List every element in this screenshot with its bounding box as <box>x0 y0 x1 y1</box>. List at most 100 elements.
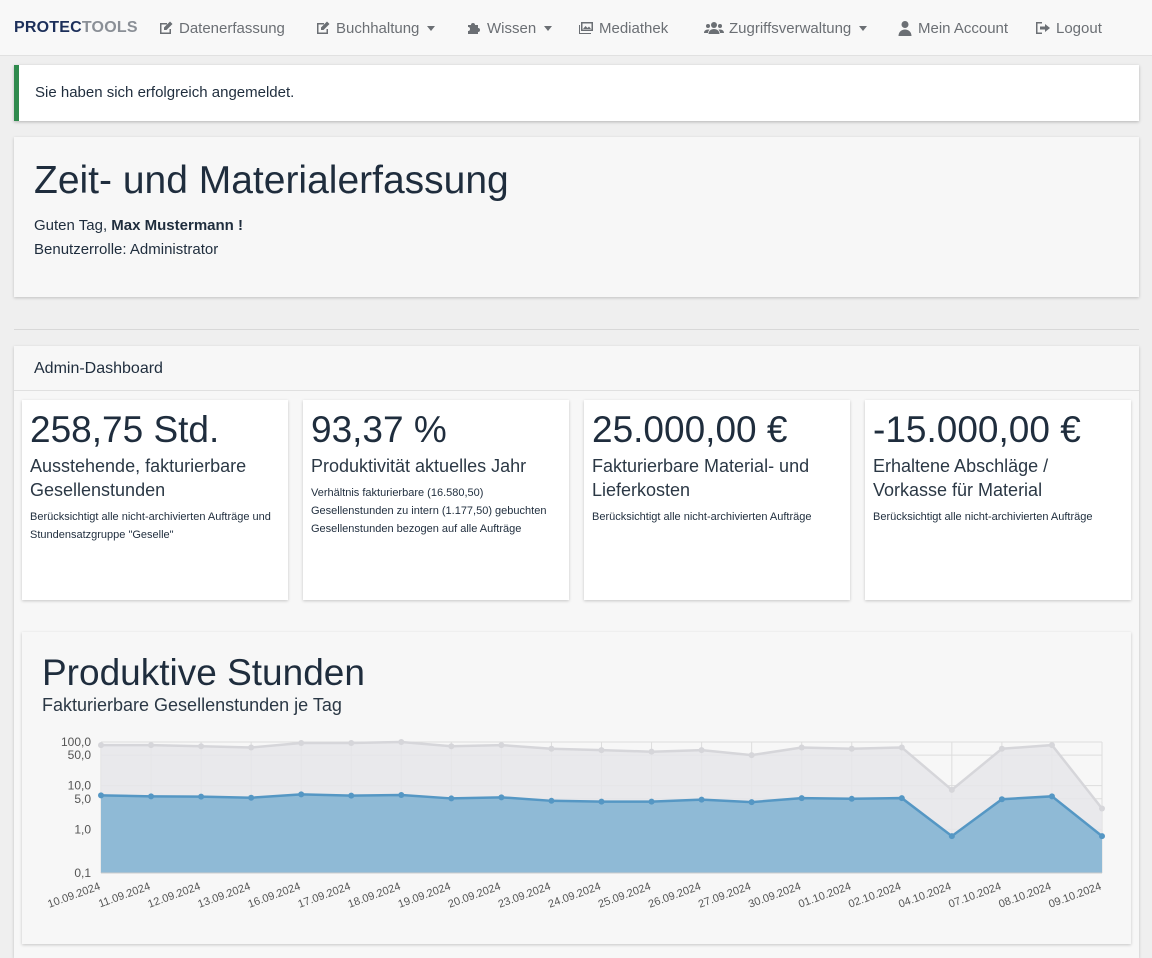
sign-out-icon <box>1036 22 1050 34</box>
x-tick-label: 08.10.2024 <box>997 881 1053 911</box>
series-background-point <box>648 748 655 755</box>
edit-icon <box>317 21 330 34</box>
series-productive-point <box>198 793 205 800</box>
series-background-point <box>598 747 605 754</box>
series-background-point <box>848 745 855 752</box>
nav-label: Buchhaltung <box>336 19 420 37</box>
series-productive-point <box>98 792 104 799</box>
x-tick-label: 23.09.2024 <box>497 881 553 911</box>
series-productive-point <box>698 796 705 803</box>
stat-label: Fakturierbare Material- und Lieferkosten <box>592 456 810 500</box>
series-background-point <box>398 739 405 745</box>
nav-datenerfassung[interactable]: Datenerfassung <box>158 18 285 38</box>
nav-logout[interactable]: Logout <box>1035 18 1102 38</box>
series-productive-point <box>298 791 305 798</box>
series-productive-point <box>248 794 255 801</box>
brand-logo[interactable]: PROTECTOOLS <box>14 19 138 37</box>
nav-wissen[interactable]: Wissen <box>466 18 553 38</box>
series-productive-point <box>348 792 355 799</box>
stat-value: -15.000,00 € <box>873 409 1081 450</box>
dashboard-header: Admin-Dashboard <box>14 346 1139 391</box>
y-tick-label: 10,0 <box>68 779 92 793</box>
x-tick-label: 13.09.2024 <box>196 881 252 911</box>
series-productive-point <box>498 794 505 801</box>
nav-label: Logout <box>1056 19 1102 37</box>
series-productive-point <box>748 799 755 806</box>
welcome-card: Zeit- und Materialerfassung Guten Tag, M… <box>14 137 1139 297</box>
series-background-point <box>698 747 705 754</box>
stat-card-prepayments: -15.000,00 € Erhaltene Abschläge / Vorka… <box>865 400 1131 600</box>
chevron-down-icon <box>544 25 553 31</box>
nav-label: Mein Account <box>918 19 1009 37</box>
x-tick-label: 20.09.2024 <box>447 881 503 911</box>
series-background-point <box>998 745 1005 752</box>
users-icon <box>704 22 724 34</box>
success-alert: Sie haben sich erfolgreich angemeldet. <box>14 65 1139 121</box>
nav-label: Mediathek <box>599 19 669 37</box>
series-background-point <box>348 739 355 746</box>
series-productive-point <box>1048 793 1055 800</box>
chevron-down-icon <box>859 25 868 31</box>
x-tick-label: 25.09.2024 <box>597 881 653 911</box>
series-background-point <box>798 744 805 751</box>
series-productive-point <box>398 792 405 799</box>
y-tick-label: 1,0 <box>74 822 91 836</box>
series-background-point <box>548 745 555 752</box>
series-productive-point <box>798 795 805 802</box>
series-productive-point <box>448 795 455 802</box>
user-role: Benutzerrolle: Administrator <box>34 241 219 258</box>
series-productive-point <box>948 833 955 840</box>
edit-icon <box>160 21 173 34</box>
x-tick-label: 02.10.2024 <box>847 881 903 911</box>
section-divider <box>14 329 1139 330</box>
stat-value: 258,75 Std. <box>30 409 220 450</box>
y-tick-label: 0,1 <box>74 866 91 880</box>
user-name: Max Mustermann ! <box>111 217 243 234</box>
chart-subtitle: Fakturierbare Gesellenstunden je Tag <box>42 695 342 715</box>
stat-value: 25.000,00 € <box>592 409 788 450</box>
user-icon <box>898 21 912 36</box>
series-productive-point <box>148 793 155 800</box>
series-background-point <box>98 742 104 749</box>
series-background-point <box>498 742 505 749</box>
nav-mediathek[interactable]: Mediathek <box>578 18 668 38</box>
nav-mein-account[interactable]: Mein Account <box>897 18 1008 38</box>
x-tick-label: 12.09.2024 <box>146 881 202 911</box>
nav-label: Wissen <box>487 19 537 37</box>
y-tick-label: 5,0 <box>74 792 91 806</box>
productive-hours-chart: 100,050,0 10,05,0 1,0 0,110.09.202411.09.20… <box>46 735 1105 911</box>
series-background-point <box>298 739 305 746</box>
series-productive-point <box>548 797 555 804</box>
series-background-point <box>1048 742 1055 749</box>
stat-value: 93,37 % <box>311 409 447 450</box>
puzzle-icon <box>468 23 480 34</box>
nav-buchhaltung[interactable]: Buchhaltung <box>315 18 436 38</box>
x-tick-label: 24.09.2024 <box>547 881 603 911</box>
x-tick-label: 09.10.2024 <box>1047 881 1103 911</box>
series-background-point <box>748 752 755 759</box>
page-title: Zeit- und Materialerfassung <box>34 159 509 202</box>
chart-title: Produktive Stunden <box>42 652 365 693</box>
y-tick-label: 50,0 <box>68 748 92 762</box>
nav-zugriffsverwaltung[interactable]: Zugriffsverwaltung <box>704 18 868 38</box>
greeting: Guten Tag, Max Mustermann ! <box>34 217 243 234</box>
series-productive-point <box>598 798 605 805</box>
series-background-point <box>198 743 205 750</box>
series-productive-point <box>648 798 655 805</box>
series-background-point <box>448 743 455 750</box>
admin-dashboard: Admin-Dashboard 258,75 Std. Ausstehende,… <box>14 346 1139 958</box>
x-tick-label: 17.09.2024 <box>296 881 352 911</box>
stat-label: Erhaltene Abschläge / Vorkasse für Mater… <box>873 456 1049 500</box>
series-productive-point <box>848 795 855 802</box>
nav-label: Zugriffsverwaltung <box>729 19 852 37</box>
series-background-point <box>248 744 255 751</box>
y-tick-label: 100,0 <box>61 735 91 749</box>
x-tick-label: 01.10.2024 <box>797 881 853 911</box>
series-productive-area <box>101 794 1102 873</box>
stat-description: Verhältnis fakturierbare (16.580,50) Ges… <box>311 487 547 535</box>
stat-card-open-hours: 258,75 Std. Ausstehende, fakturierbare G… <box>22 400 288 600</box>
x-tick-label: 27.09.2024 <box>697 881 753 911</box>
dashboard-title: Admin-Dashboard <box>34 360 163 377</box>
top-navbar: PROTECTOOLS Datenerfassung Buchhaltung W… <box>0 0 1152 56</box>
x-tick-label: 18.09.2024 <box>346 881 402 911</box>
